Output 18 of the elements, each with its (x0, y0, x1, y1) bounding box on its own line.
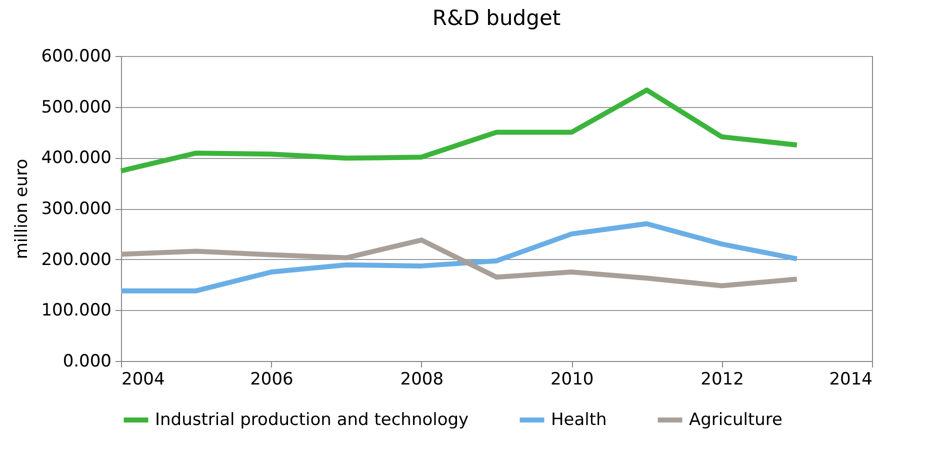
y-tick-label: 200.000 (41, 250, 112, 270)
y-tick-label: 300.000 (41, 199, 112, 219)
legend-label: Health (551, 410, 607, 430)
x-tick-label: 2008 (400, 370, 444, 390)
chart-title: R&D budget (432, 6, 561, 30)
y-tick-label: 0.000 (62, 352, 112, 372)
y-axis-title: million euro (12, 158, 32, 260)
y-tick-label: 600.000 (41, 46, 112, 66)
x-tick-label: 2014 (829, 370, 872, 390)
y-tick-label: 100.000 (41, 300, 112, 321)
y-tick-label: 500.000 (41, 97, 112, 118)
x-tick-label: 2004 (122, 370, 165, 390)
x-tick-label: 2006 (250, 370, 294, 390)
legend-label: Agriculture (689, 410, 782, 430)
y-tick-label: 400.000 (41, 148, 112, 168)
legend-label: Industrial production and technology (155, 410, 469, 430)
x-tick-label: 2010 (550, 370, 594, 390)
x-tick-label: 2012 (700, 370, 744, 390)
